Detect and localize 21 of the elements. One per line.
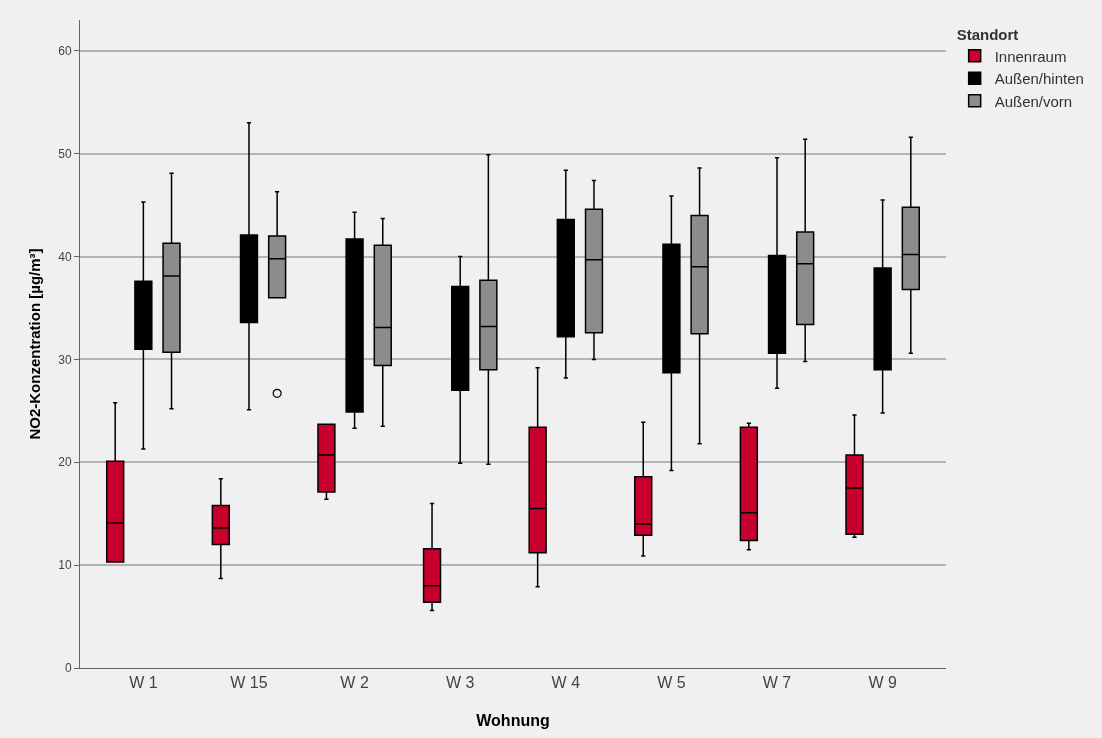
y-tick-label: 30 (58, 352, 72, 367)
y-tick-label: 50 (58, 146, 72, 161)
y-tick-label: 20 (58, 455, 72, 470)
x-axis-title: Wohnung (476, 712, 550, 729)
legend-label: Innenraum (994, 47, 1067, 65)
x-tick-label: W 9 (868, 674, 897, 692)
x-tick-label: W 2 (340, 674, 369, 692)
legend-label: Außen/hinten (994, 70, 1084, 88)
legend-label: Außen/vorn (994, 92, 1073, 110)
x-tick-label: W 4 (551, 674, 581, 692)
x-tick-label: W 1 (129, 674, 158, 692)
y-axis-title: NO2-Konzentration [µg/m³] (26, 248, 43, 440)
legend-title: Standort (956, 25, 1019, 43)
x-tick-label: W 5 (657, 674, 686, 692)
x-tick-label: W 7 (762, 674, 792, 692)
y-tick-label: 60 (58, 44, 72, 59)
x-tick-label: W 15 (230, 674, 268, 692)
y-tick-label: 0 (64, 661, 72, 676)
y-tick-label: 10 (58, 558, 72, 573)
x-tick-label: W 3 (445, 674, 475, 692)
y-tick-label: 40 (58, 249, 72, 264)
